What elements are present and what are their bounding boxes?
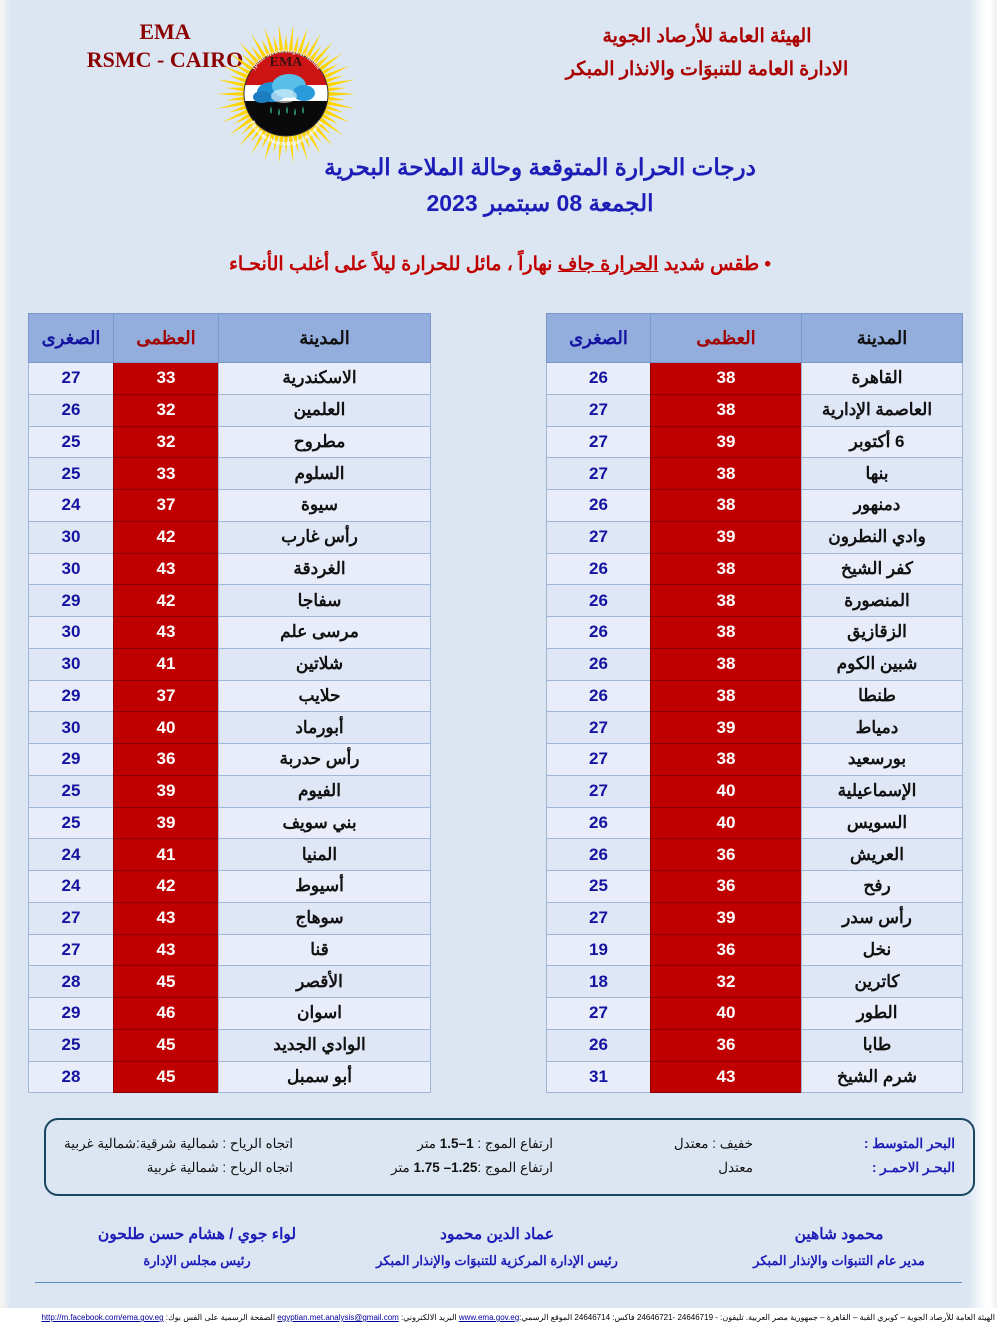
svg-text:EMA: EMA <box>270 55 304 70</box>
